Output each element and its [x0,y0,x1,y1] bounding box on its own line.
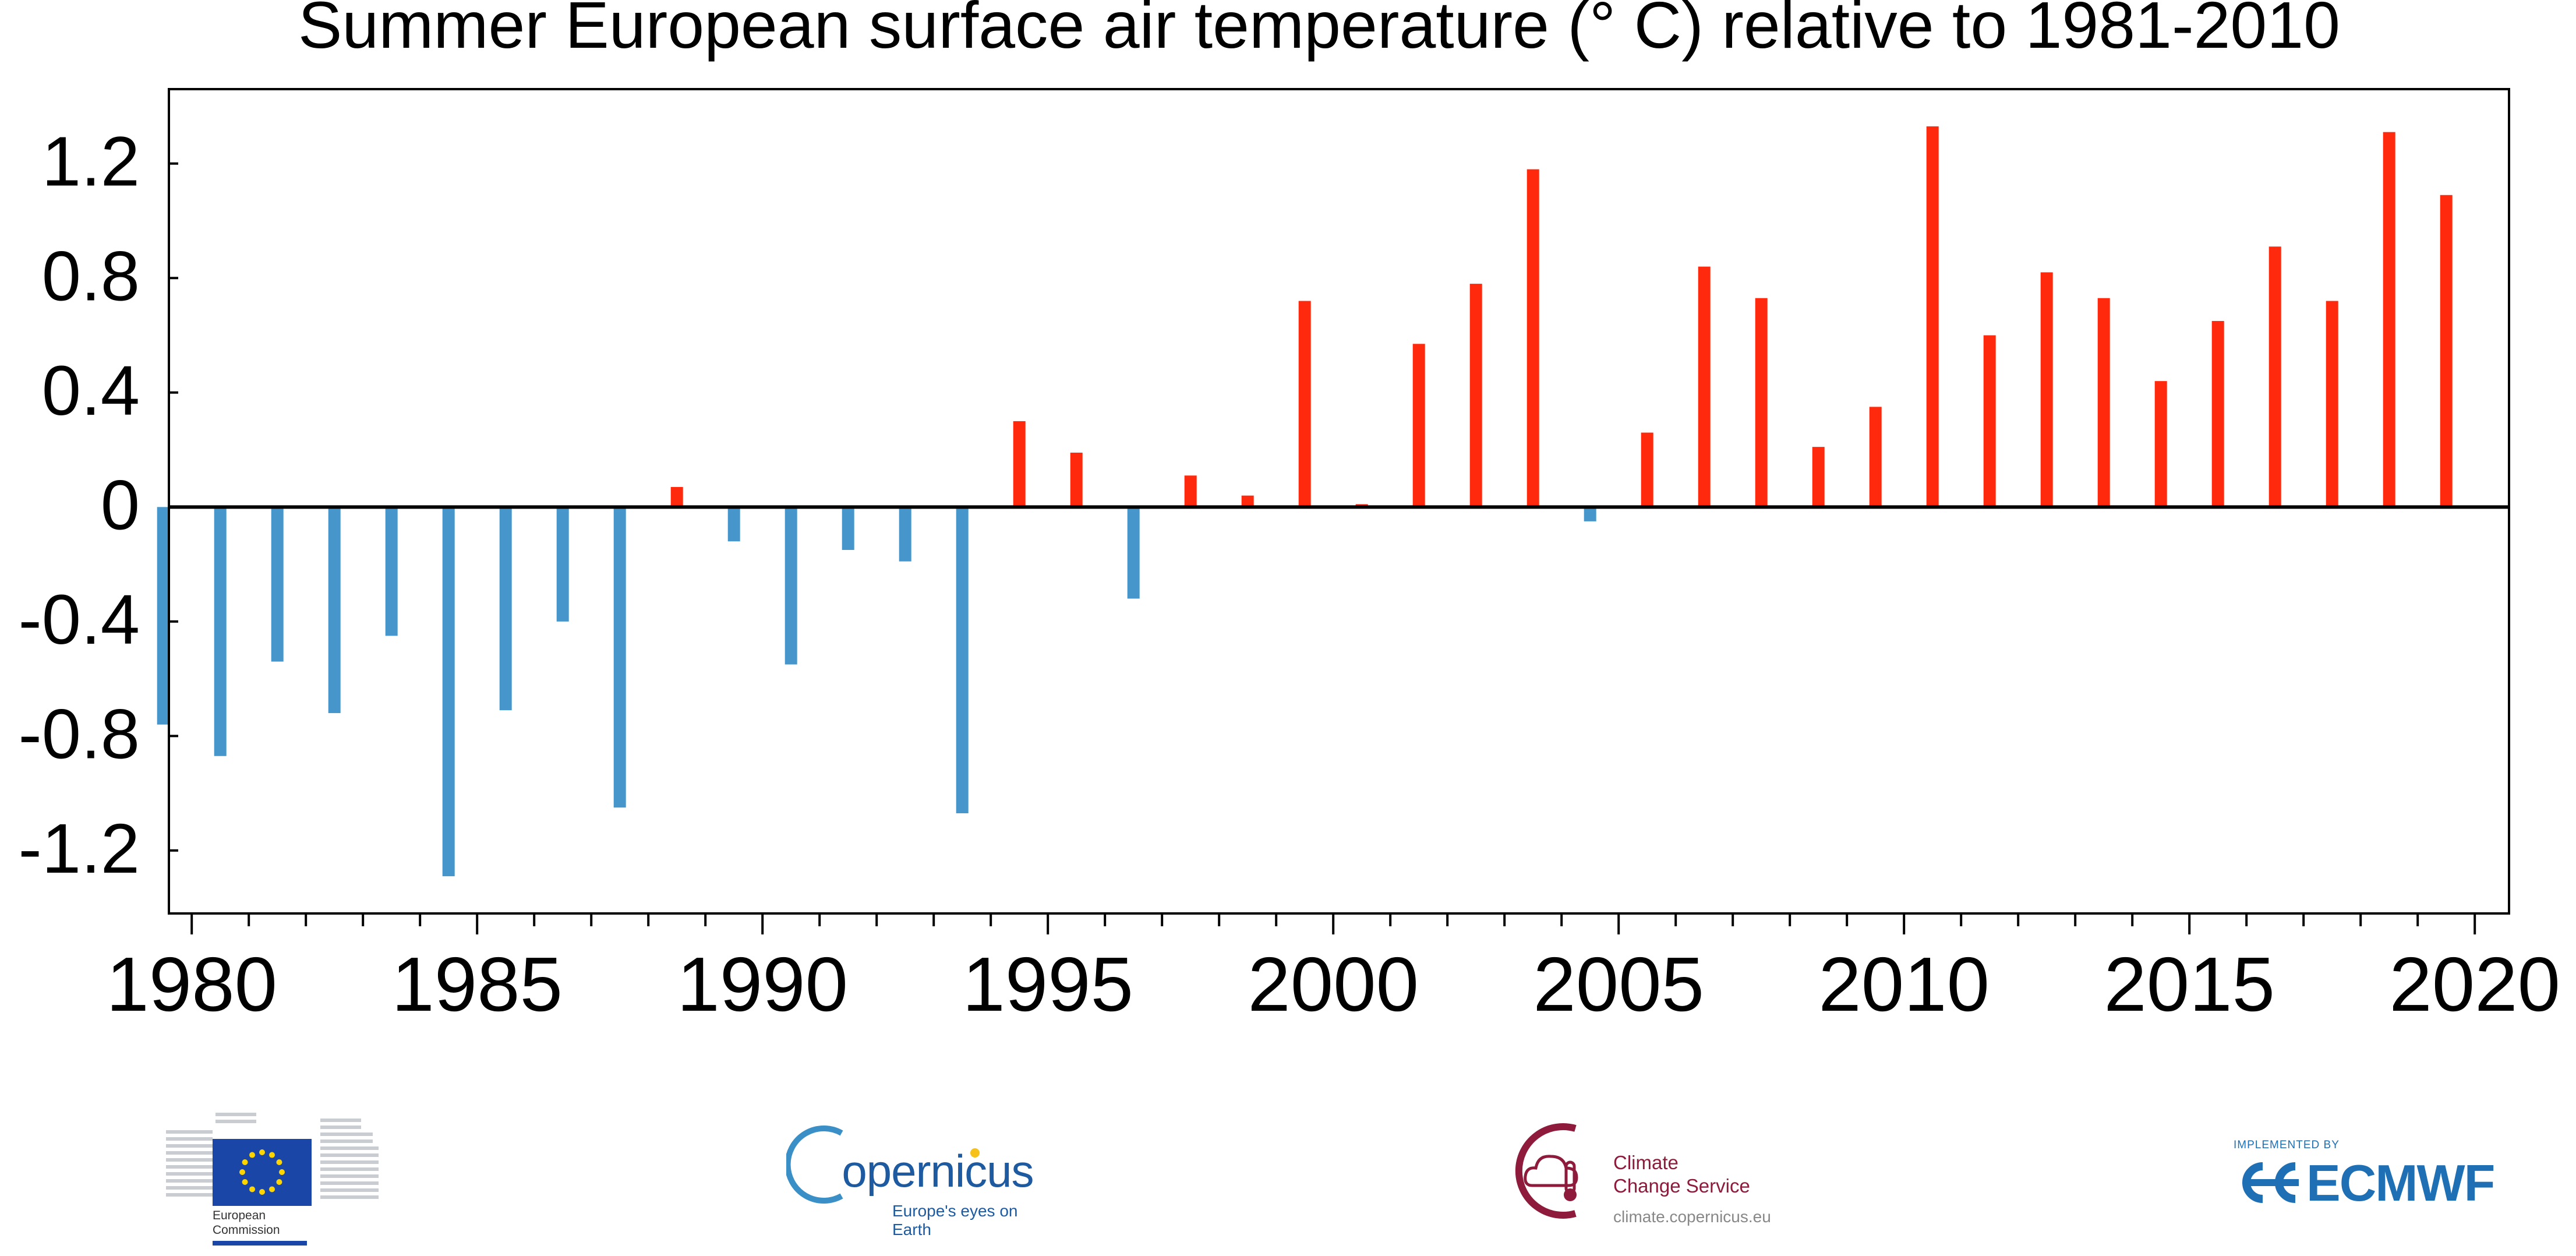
bar-2010 [1926,126,1939,507]
bar-2005 [1641,432,1653,507]
bar-2008 [1812,447,1825,507]
bar-2016 [2268,246,2281,507]
eu-star-icon [239,1169,245,1175]
bar-2019 [2440,195,2453,507]
x-tick-label: 2005 [1533,941,1704,1027]
bar-1983 [385,507,398,636]
plot-frame [168,88,2510,915]
eu-star-icon [276,1159,282,1165]
ecmwf-implemented-by: IMPLEMENTED BY [2234,1139,2340,1151]
bar-2015 [2211,320,2224,507]
y-tick-label: -1.2 [18,809,140,888]
bar-1980 [214,507,227,756]
y-tick-label: 0.4 [42,351,140,430]
c3s-label-line2: Change Service [1613,1175,1750,1197]
bar-1997 [1184,475,1197,507]
bar-2014 [2154,381,2167,507]
bar-1989 [727,507,740,542]
bar-1995 [1070,452,1083,507]
c3s-logo: Climate Change Service climate.copernicu… [1511,1121,1785,1232]
eu-star-icon [259,1189,265,1195]
x-tick-label: 1980 [106,941,277,1027]
bar-2013 [2097,298,2110,507]
bar-2001 [1412,344,1425,507]
ec-building-icon [166,1113,379,1206]
bar-2018 [2383,132,2395,507]
y-tick-label: 0 [101,465,140,544]
eu-star-icon [269,1152,275,1158]
bar-1993 [956,507,969,814]
ec-underline [213,1241,307,1246]
bar-1999 [1298,301,1311,507]
eu-star-icon [259,1149,265,1155]
european-commission-logo: European Commission [166,1095,393,1247]
y-tick-label: 0.8 [42,236,140,315]
bar-1990 [785,507,797,665]
bar-2004 [1584,507,1596,521]
bar-2017 [2326,301,2338,507]
chart-title: Summer European surface air temperature … [298,0,2340,62]
bar-1992 [899,507,911,562]
x-tick-label: 2015 [2104,941,2275,1027]
c3s-url: climate.copernicus.eu [1613,1208,1771,1226]
x-tick-label: 2010 [1818,941,1990,1027]
c3s-label-line1: Climate [1613,1152,1679,1173]
bar-1985 [499,507,512,711]
copernicus-swirl-icon [786,1126,843,1204]
x-tick-label: 1995 [962,941,1133,1027]
eu-star-icon [276,1179,282,1185]
ecmwf-wordmark: ECMWF [2306,1154,2495,1212]
bar-1988 [670,486,683,507]
bar-1986 [556,507,569,622]
ecmwf-wave-icon [2242,1162,2299,1203]
eu-star-icon [249,1152,255,1158]
bar-1996 [1127,507,1140,599]
bar-1981 [271,507,284,662]
x-tick-label: 2000 [1248,941,1419,1027]
x-tick-label: 2020 [2389,941,2560,1027]
x-tick-label: 1990 [677,941,848,1027]
bar-2012 [2040,272,2053,507]
copernicus-logo: Copernicus Europe's eyes on Earth [786,1121,1054,1239]
eu-star-icon [242,1159,248,1165]
copernicus-dot [970,1148,980,1158]
bar-1982 [328,507,341,714]
bar-2002 [1469,284,1482,507]
eu-star-icon [242,1179,248,1185]
bar-1998 [1241,495,1254,507]
bar-2006 [1698,266,1711,507]
bar-2007 [1755,298,1768,507]
bar-1987 [613,507,626,808]
bar-2011 [1983,335,1996,507]
bar-1994 [1013,421,1026,507]
y-tick-label: 1.2 [42,122,140,201]
x-tick-label: 1985 [391,941,563,1027]
bar-1979 [157,507,169,725]
copernicus-wordmark: Copernicus [810,1145,1034,1198]
bar-2003 [1526,169,1539,507]
bar-1991 [842,507,854,551]
eu-star-icon [249,1186,255,1193]
y-tick-label: -0.4 [18,580,140,659]
eu-star-icon [269,1186,275,1193]
ec-label-line1: European [213,1209,266,1222]
ec-label-line2: Commission [213,1223,280,1237]
y-axis: 1.2 0.8 0.4 0 -0.4 -0.8 -1.2 [18,122,178,888]
ecmwf-logo: IMPLEMENTED BY ECMWF [2231,1136,2510,1212]
y-tick-label: -0.8 [18,694,140,773]
eu-star-icon [279,1169,285,1175]
thermometer-cloud-icon [1515,1123,1578,1219]
bars [157,126,2453,877]
copernicus-name: opernicus [842,1145,1034,1197]
bar-1984 [442,507,455,877]
x-axis: 1980 1985 1990 1995 2000 2005 2010 2015 2020 [106,913,2560,1027]
bar-2009 [1869,407,1882,507]
copernicus-tagline: Europe's eyes on Earth [892,1202,1018,1239]
